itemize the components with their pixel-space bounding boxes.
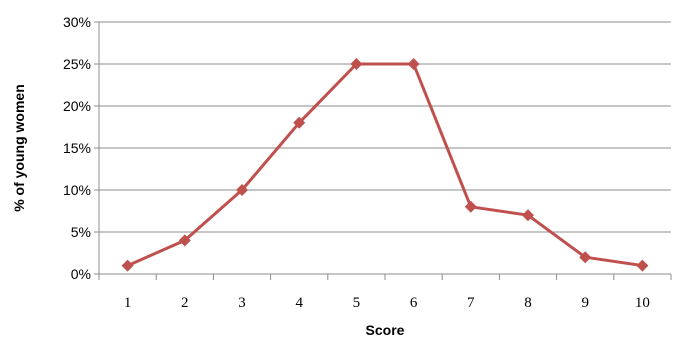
data-point-marker	[178, 234, 191, 247]
x-tick-label: 9	[581, 295, 589, 311]
tick-labels: 0% 5% 10% 15% 20% 25% 30% 1 2 3 4 5 6 7 8 9 10	[63, 14, 650, 311]
y-tick-label: 10%	[63, 182, 91, 198]
y-tick-label: 0%	[71, 266, 91, 282]
x-tick-label: 1	[124, 295, 132, 311]
y-axis-title: % of young women	[11, 84, 27, 212]
y-tick-label: 25%	[63, 56, 91, 72]
y-tick-label: 15%	[63, 140, 91, 156]
x-tick-label: 10	[635, 295, 650, 311]
x-tick-label: 2	[181, 295, 189, 311]
data-point-marker	[350, 58, 363, 70]
x-axis-title: Score	[366, 322, 405, 338]
data-point-marker	[464, 200, 477, 213]
x-tick-label: 5	[353, 295, 361, 311]
data-point-marker	[636, 259, 649, 272]
data-point-marker	[121, 259, 134, 272]
x-tick-label: 4	[295, 295, 303, 311]
x-tick-label: 8	[524, 295, 532, 311]
axes	[94, 21, 672, 280]
data-point-marker	[407, 58, 420, 70]
series-layer	[121, 58, 649, 272]
data-point-marker	[579, 251, 592, 264]
series-line	[126, 62, 644, 268]
gridlines	[99, 21, 671, 233]
y-tick-label: 5%	[71, 224, 91, 240]
x-tick-label: 6	[410, 295, 418, 311]
y-tick-label: 30%	[63, 14, 91, 30]
data-point-marker	[522, 209, 534, 222]
x-tick-label: 7	[467, 295, 475, 311]
y-tick-label: 20%	[63, 98, 91, 114]
data-point-marker	[293, 116, 306, 129]
x-tick-label: 3	[238, 295, 246, 311]
data-point-marker	[236, 184, 248, 196]
